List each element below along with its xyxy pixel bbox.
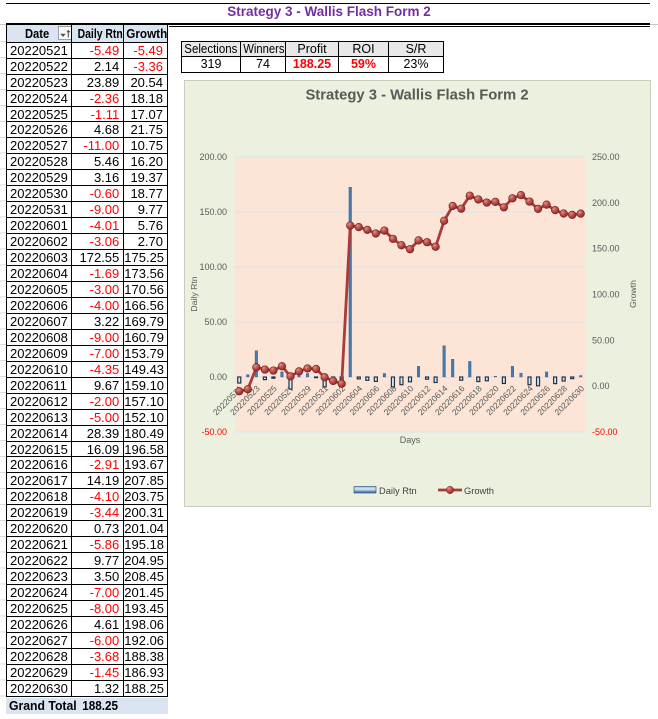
- svg-text:-50.00: -50.00: [201, 427, 227, 437]
- svg-text:200.00: 200.00: [199, 152, 227, 162]
- svg-text:200.00: 200.00: [592, 198, 620, 208]
- svg-text:0.00: 0.00: [209, 372, 227, 382]
- svg-text:Growth: Growth: [464, 486, 494, 496]
- svg-text:Strategy 3 - Wallis Flash Form: Strategy 3 - Wallis Flash Form 2: [305, 87, 528, 103]
- svg-text:100.00: 100.00: [592, 290, 620, 300]
- svg-text:150.00: 150.00: [199, 207, 227, 217]
- svg-text:250.00: 250.00: [592, 152, 620, 162]
- svg-text:Daily Rtn: Daily Rtn: [189, 276, 199, 311]
- svg-text:Growth: Growth: [628, 280, 638, 308]
- svg-text:0.00: 0.00: [592, 381, 610, 391]
- svg-text:50.00: 50.00: [204, 317, 227, 327]
- svg-text:-50.00: -50.00: [592, 427, 618, 437]
- svg-text:Days: Days: [400, 435, 421, 445]
- svg-text:150.00: 150.00: [592, 244, 620, 254]
- svg-text:50.00: 50.00: [592, 335, 615, 345]
- svg-text:Daily Rtn: Daily Rtn: [379, 486, 417, 496]
- svg-text:100.00: 100.00: [199, 262, 227, 272]
